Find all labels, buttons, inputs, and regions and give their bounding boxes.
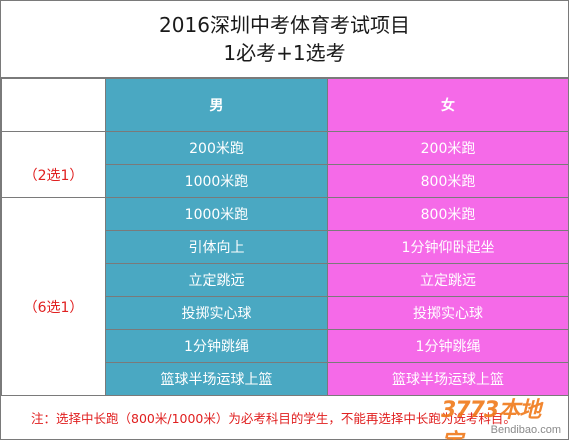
cell-female: 200米跑 [327,131,569,165]
table-row: 必考项目 （2选1） 200米跑 200米跑 [1,131,569,198]
header-male: 男 [105,78,328,132]
cell-male: 1分钟跳绳 [105,329,328,363]
header-item: 项目 [1,78,106,132]
cell-male: 1000米跑 [105,164,328,198]
cell-female: 投掷实心球 [327,296,569,330]
footnote: 注：选择中长跑（800米/1000米）为必考科目的学生，不能再选择中长跑为选考科… [31,410,516,426]
cell-female: 800米跑 [327,197,569,231]
cell-male: 篮球半场运球上篮 [105,362,328,396]
table-row: 立定跳远 立定跳远 [2,263,569,297]
title-line-2: 1必考+1选考 [223,41,346,65]
header-female: 女 [327,78,569,132]
cell-male: 引体向上 [105,230,328,264]
cell-male: 投掷实心球 [105,296,328,330]
table-header-row: 项目 男 女 [1,78,569,132]
cell-male: 1000米跑 [105,197,328,231]
table-row: 1000米跑 800米跑 [2,164,569,198]
group-required-sub: （2选1） [23,167,84,184]
table-row: 篮球半场运球上篮 篮球半场运球上篮 [2,362,569,396]
cell-female: 立定跳远 [327,263,569,297]
title-line-1: 2016深圳中考体育考试项目 [159,13,410,37]
cell-female: 1分钟仰卧起坐 [327,230,569,264]
table-row: 引体向上 1分钟仰卧起坐 [2,230,569,264]
table-row: 选考项目 （6选1） 1000米跑 800米跑 [1,197,569,396]
exam-items-table: 项目 男 女 必考项目 （2选1） 200米跑 200米跑 1000米跑 800… [1,78,569,396]
group-optional-sub: （6选1） [23,299,84,316]
table-row: 投掷实心球 投掷实心球 [2,296,569,330]
group-required: 必考项目 （2选1） [1,131,106,198]
cell-male: 立定跳远 [105,263,328,297]
group-required-label: 必考项目 [25,145,82,162]
cell-female: 800米跑 [327,164,569,198]
table-title: 2016深圳中考体育考试项目 1必考+1选考 [1,1,568,78]
cell-male: 200米跑 [105,131,328,165]
cell-female: 1分钟跳绳 [327,329,569,363]
group-optional-label: 选考项目 [25,277,82,294]
table-row: 1分钟跳绳 1分钟跳绳 [2,329,569,363]
group-optional: 选考项目 （6选1） [1,197,106,396]
cell-female: 篮球半场运球上篮 [327,362,569,396]
